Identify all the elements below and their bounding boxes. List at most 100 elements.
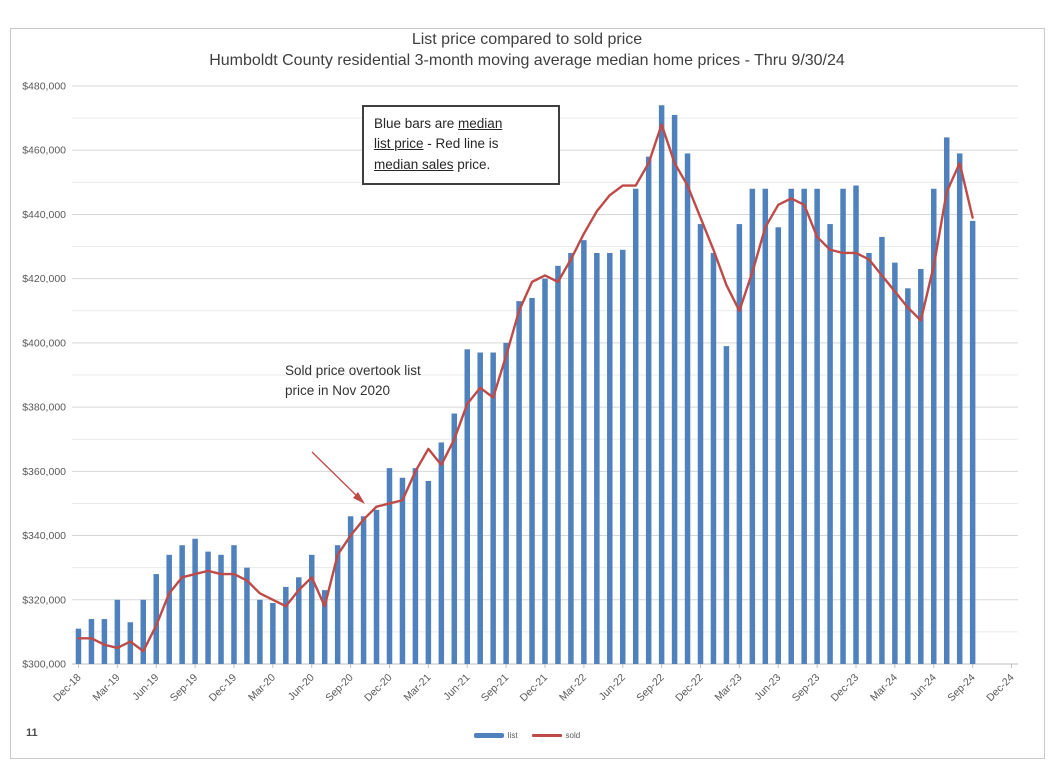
list-price-bar: [918, 269, 924, 664]
list-price-bar: [931, 188, 937, 664]
list-price-bar: [451, 413, 458, 664]
list-price-bar: [205, 551, 211, 664]
x-tick-label: Dec-21: [518, 672, 551, 705]
x-axis: Dec-18 Mar-19 Jun-19 Sep-19 Dec-19 Mar-20 Jun-…: [51, 663, 1018, 705]
list-price-bar: [749, 188, 756, 664]
list-price-bar: [581, 240, 587, 664]
list-price-bar: [270, 602, 276, 664]
list-price-bar: [736, 224, 743, 665]
list-price-bar: [568, 252, 574, 664]
list-price-bar: [853, 185, 859, 665]
x-tick-label: Dec-18: [51, 672, 84, 705]
list-price-bar: [697, 224, 704, 665]
list-price-bar: [412, 468, 419, 664]
x-tick-label: Sep-24: [945, 672, 978, 705]
legend-callout-box: Blue bars are median list price - Red lin…: [362, 105, 560, 185]
x-tick-label: Mar-19: [90, 672, 122, 704]
list-price-bar: [723, 346, 730, 664]
x-tick-label: Sep-21: [479, 672, 512, 705]
list-price-bar: [905, 288, 911, 664]
x-tick-label: Dec-19: [207, 672, 240, 705]
y-axis-labels: $300,000 $320,000 $340,000 $360,000 $380,000…: [22, 81, 66, 671]
svg-text:$380,000: $380,000: [22, 402, 66, 414]
list-price-bar: [684, 153, 691, 664]
x-tick-label: Sep-22: [634, 672, 667, 705]
list-price-bar: [127, 622, 134, 664]
list-price-bar: [645, 156, 652, 664]
svg-text:$320,000: $320,000: [22, 594, 66, 606]
list-price-bar: [425, 480, 432, 664]
list-price-bar: [503, 342, 509, 664]
list-price-bar: [620, 249, 626, 664]
list-price-bar: [296, 577, 302, 664]
x-tick-label: Sep-20: [323, 672, 356, 705]
sold-overtook-annotation-line2: price in Nov 2020: [285, 382, 391, 398]
svg-text:$440,000: $440,000: [22, 209, 66, 221]
x-tick-label: Mar-23: [712, 672, 744, 704]
sold-price-line: [77, 123, 974, 653]
list-price-bar: [956, 153, 963, 664]
list-price-bar: [879, 236, 885, 664]
list-price-bar: [218, 554, 224, 664]
list-price-bar: [477, 352, 483, 664]
list-series-swatch: [473, 733, 504, 738]
x-tick-label: Dec-23: [829, 672, 862, 705]
svg-text:$360,000: $360,000: [22, 466, 66, 478]
list-price-bar: [490, 352, 496, 664]
list-price-bar: [438, 442, 445, 664]
x-tick-label: Sep-19: [168, 672, 201, 705]
svg-text:$400,000: $400,000: [22, 337, 66, 349]
list-price-bar: [114, 599, 121, 664]
callout-box-line: median sales price.: [374, 156, 491, 172]
list-price-bar: [542, 278, 548, 664]
list-price-bar: [166, 554, 172, 664]
x-tick-label: Jun-23: [752, 672, 783, 703]
chart-title: List price compared to sold price: [411, 31, 643, 48]
list-price-bar: [555, 265, 561, 664]
annotation-arrow: [311, 451, 365, 504]
list-price-bar: [658, 105, 665, 665]
list-price-bar: [671, 114, 678, 664]
list-price-bar: [594, 252, 600, 664]
x-tick-label: Jun-19: [130, 672, 161, 703]
x-tick-label: Mar-20: [246, 672, 278, 704]
chart-legend: list sold: [0, 731, 1054, 740]
list-price-bar: [607, 252, 613, 664]
list-price-bar: [827, 224, 833, 665]
svg-text:$480,000: $480,000: [22, 81, 66, 93]
sold-overtook-annotation: Sold price overtook list price in Nov 20…: [285, 361, 421, 400]
svg-text:$340,000: $340,000: [22, 530, 66, 542]
list-price-bar: [321, 590, 328, 664]
x-tick-label: Mar-24: [868, 672, 900, 704]
list-price-bar: [308, 554, 315, 664]
svg-text:$300,000: $300,000: [22, 659, 66, 671]
list-price-bar: [334, 545, 341, 664]
list-price-bar: [101, 619, 108, 664]
list-price-bar: [179, 545, 185, 664]
list-price-bar: [529, 297, 535, 664]
svg-text:$460,000: $460,000: [22, 145, 66, 157]
list-price-bar: [775, 227, 782, 665]
list-price-bar: [140, 599, 147, 664]
list-price-bar: [788, 188, 794, 664]
legend-label-list: list: [507, 731, 518, 740]
list-price-bar: [283, 586, 289, 664]
list-price-bars: [75, 105, 976, 665]
x-tick-label: Jun-21: [441, 672, 472, 703]
x-tick-label: Dec-22: [673, 672, 706, 705]
list-price-bar: [969, 220, 976, 664]
list-price-bar: [464, 349, 470, 664]
list-price-bar: [710, 252, 717, 664]
list-price-bar: [762, 188, 769, 664]
list-price-bar: [399, 477, 406, 664]
list-price-bar: [231, 545, 237, 664]
list-price-bar: [840, 188, 846, 664]
list-price-bar: [892, 262, 898, 664]
legend-item-sold: sold: [531, 731, 580, 740]
x-tick-label: Dec-20: [362, 672, 395, 705]
list-price-bar: [257, 599, 263, 664]
chart-subtitle: Humboldt County residential 3-month movi…: [209, 52, 845, 69]
x-tick-label: Dec-24: [984, 672, 1017, 705]
